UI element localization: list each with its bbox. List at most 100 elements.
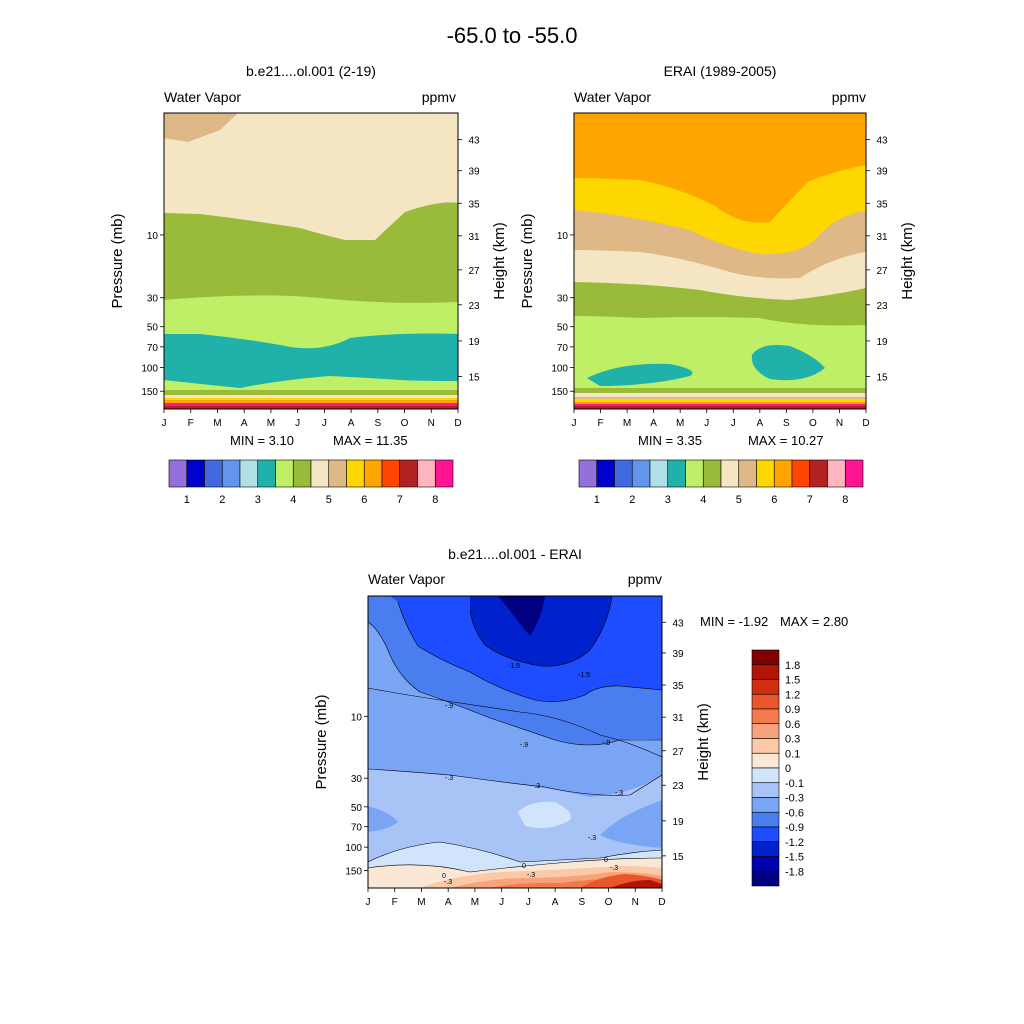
plot-area — [574, 113, 866, 409]
colorbar-swatch — [751, 841, 780, 857]
colorbar-label: 8 — [432, 494, 438, 506]
y-tick-label: 70 — [147, 343, 159, 354]
band-minus-0.3-0.6 — [368, 806, 398, 832]
colorbar-label: 7 — [397, 494, 403, 506]
x-tick-label: S — [783, 418, 790, 429]
colorbar-swatch — [738, 459, 757, 488]
colorbar-diff: 1.8 1.5 1.2 0.9 0.6 0.3 0.1 0 -0.1 -0.3 -0.6 -0.9 -1… — [751, 649, 804, 887]
band-strip — [164, 400, 458, 403]
colorbar: 1 2 3 4 5 6 7 8 — [578, 459, 864, 506]
colorbar-label: -0.1 — [785, 778, 804, 790]
y-tick-label: 70 — [557, 343, 569, 354]
colorbar-swatch — [791, 459, 811, 488]
colorbar-label: 0.1 — [785, 748, 800, 760]
y2-tick-label: 39 — [672, 649, 684, 660]
band-3.5-4 — [164, 333, 458, 388]
colorbar-label: 1.2 — [785, 689, 800, 701]
y-tick-label: 30 — [147, 294, 159, 305]
band-1.2-1.5 — [610, 880, 662, 888]
panel-title: b.e21....ol.001 - ERAI — [448, 546, 582, 562]
x-tick-label: N — [632, 897, 639, 908]
colorbar-swatch — [751, 752, 780, 769]
y-tick-label: 50 — [557, 323, 569, 334]
contour-label: 0 — [522, 863, 526, 870]
x-tick-label: F — [597, 418, 603, 429]
plot-frame — [367, 595, 663, 889]
colorbar-swatch — [434, 459, 454, 488]
y2-tick-label: 15 — [672, 852, 684, 863]
x-tick-label: M — [623, 418, 631, 429]
y-tick-label: 10 — [147, 231, 159, 242]
contour-label: -.3 — [588, 835, 596, 842]
colorbar-label: 2 — [629, 494, 635, 506]
axis-group: J F M A M J J A S O N D1030507010015043393531272319… — [313, 618, 712, 908]
y2-tick-label: 35 — [468, 199, 480, 210]
x-tick-label: N — [428, 418, 435, 429]
x-tick-label: F — [188, 418, 194, 429]
colorbar-swatch — [773, 459, 793, 488]
y-tick-label: 100 — [345, 843, 362, 854]
band-strip — [574, 402, 866, 404]
axis-group: J F M A M J J A S O N D1030507010015043393531272319… — [109, 136, 508, 429]
x-tick-label: A — [348, 418, 355, 429]
contour-label: -.9 — [520, 742, 528, 749]
band-5-5.5 — [164, 113, 458, 240]
x-tick-label: A — [241, 418, 248, 429]
colorbar-swatch — [399, 459, 418, 488]
contour-label: -1.5 — [578, 672, 590, 679]
contour-label: 0 — [442, 873, 446, 880]
colorbar-swatch — [751, 782, 780, 798]
band-strip — [164, 398, 458, 400]
x-tick-label: J — [366, 897, 371, 908]
y2-tick-label: 15 — [468, 372, 480, 383]
band-strip — [164, 395, 458, 398]
y-tick-label: 30 — [351, 774, 363, 785]
colorbar-label: -0.3 — [785, 793, 804, 805]
colorbar-label: 3 — [255, 494, 261, 506]
colorbar-swatch — [204, 459, 223, 488]
max-label: MAX = 11.35 — [333, 433, 408, 448]
colorbar-label: 3 — [665, 494, 671, 506]
plot-area — [368, 596, 662, 888]
y2-tick-label: 39 — [876, 167, 888, 178]
x-tick-label: J — [295, 418, 300, 429]
colorbar-swatch — [751, 664, 780, 680]
band-minus-0.3-0.6 — [600, 800, 662, 848]
panel-erai: ERAI (1989-2005) Water Vapor ppmv — [573, 63, 867, 410]
colorbar-swatch — [751, 797, 780, 813]
colorbar-label: 7 — [807, 494, 813, 506]
colorbar-label: 1 — [594, 494, 600, 506]
y2-tick-label: 43 — [468, 136, 480, 147]
contour-label: -1.5 — [508, 663, 520, 670]
x-tick-label: N — [836, 418, 843, 429]
x-tick-label: A — [650, 418, 657, 429]
colorbar-swatch — [168, 459, 188, 488]
contour-label: -.3 — [615, 790, 623, 797]
y-tick-label: 70 — [351, 823, 363, 834]
band-minus-1.2-1.5 — [470, 596, 612, 667]
colorbar-label: -1.8 — [785, 866, 804, 878]
colorbar-swatch — [667, 459, 686, 488]
contour-label: -.3 — [445, 775, 453, 782]
min-label: MIN = 3.10 — [230, 433, 294, 448]
y2-axis-title: Height (km) — [899, 222, 916, 300]
y2-tick-label: 27 — [876, 266, 888, 277]
y2-tick-label: 43 — [876, 136, 888, 147]
y-tick-label: 100 — [141, 364, 158, 375]
y2-tick-label: 23 — [672, 781, 684, 792]
x-tick-label: J — [499, 897, 504, 908]
max-label: MAX = 2.80 — [780, 614, 848, 629]
colorbar-swatch — [417, 459, 436, 488]
colorbar-label: 2 — [219, 494, 225, 506]
colorbar-swatch — [292, 459, 312, 488]
colorbar-label: 8 — [842, 494, 848, 506]
y-axis-title: Pressure (mb) — [519, 213, 536, 308]
y2-tick-label: 31 — [468, 232, 480, 243]
colorbar-label: 6 — [771, 494, 777, 506]
x-tick-label: D — [454, 418, 461, 429]
y-tick-label: 10 — [557, 231, 569, 242]
colorbar-label: 5 — [736, 494, 742, 506]
x-tick-label: J — [704, 418, 709, 429]
x-tick-label: M — [676, 418, 684, 429]
